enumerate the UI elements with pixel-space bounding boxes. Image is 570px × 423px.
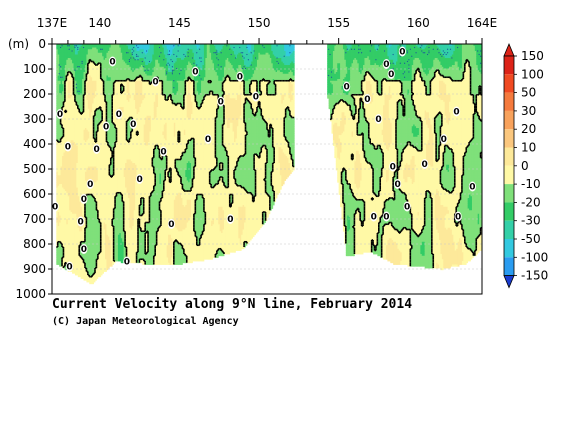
velocity-section-figure: 000000000000000000000000000000000 0000000…: [0, 0, 570, 423]
